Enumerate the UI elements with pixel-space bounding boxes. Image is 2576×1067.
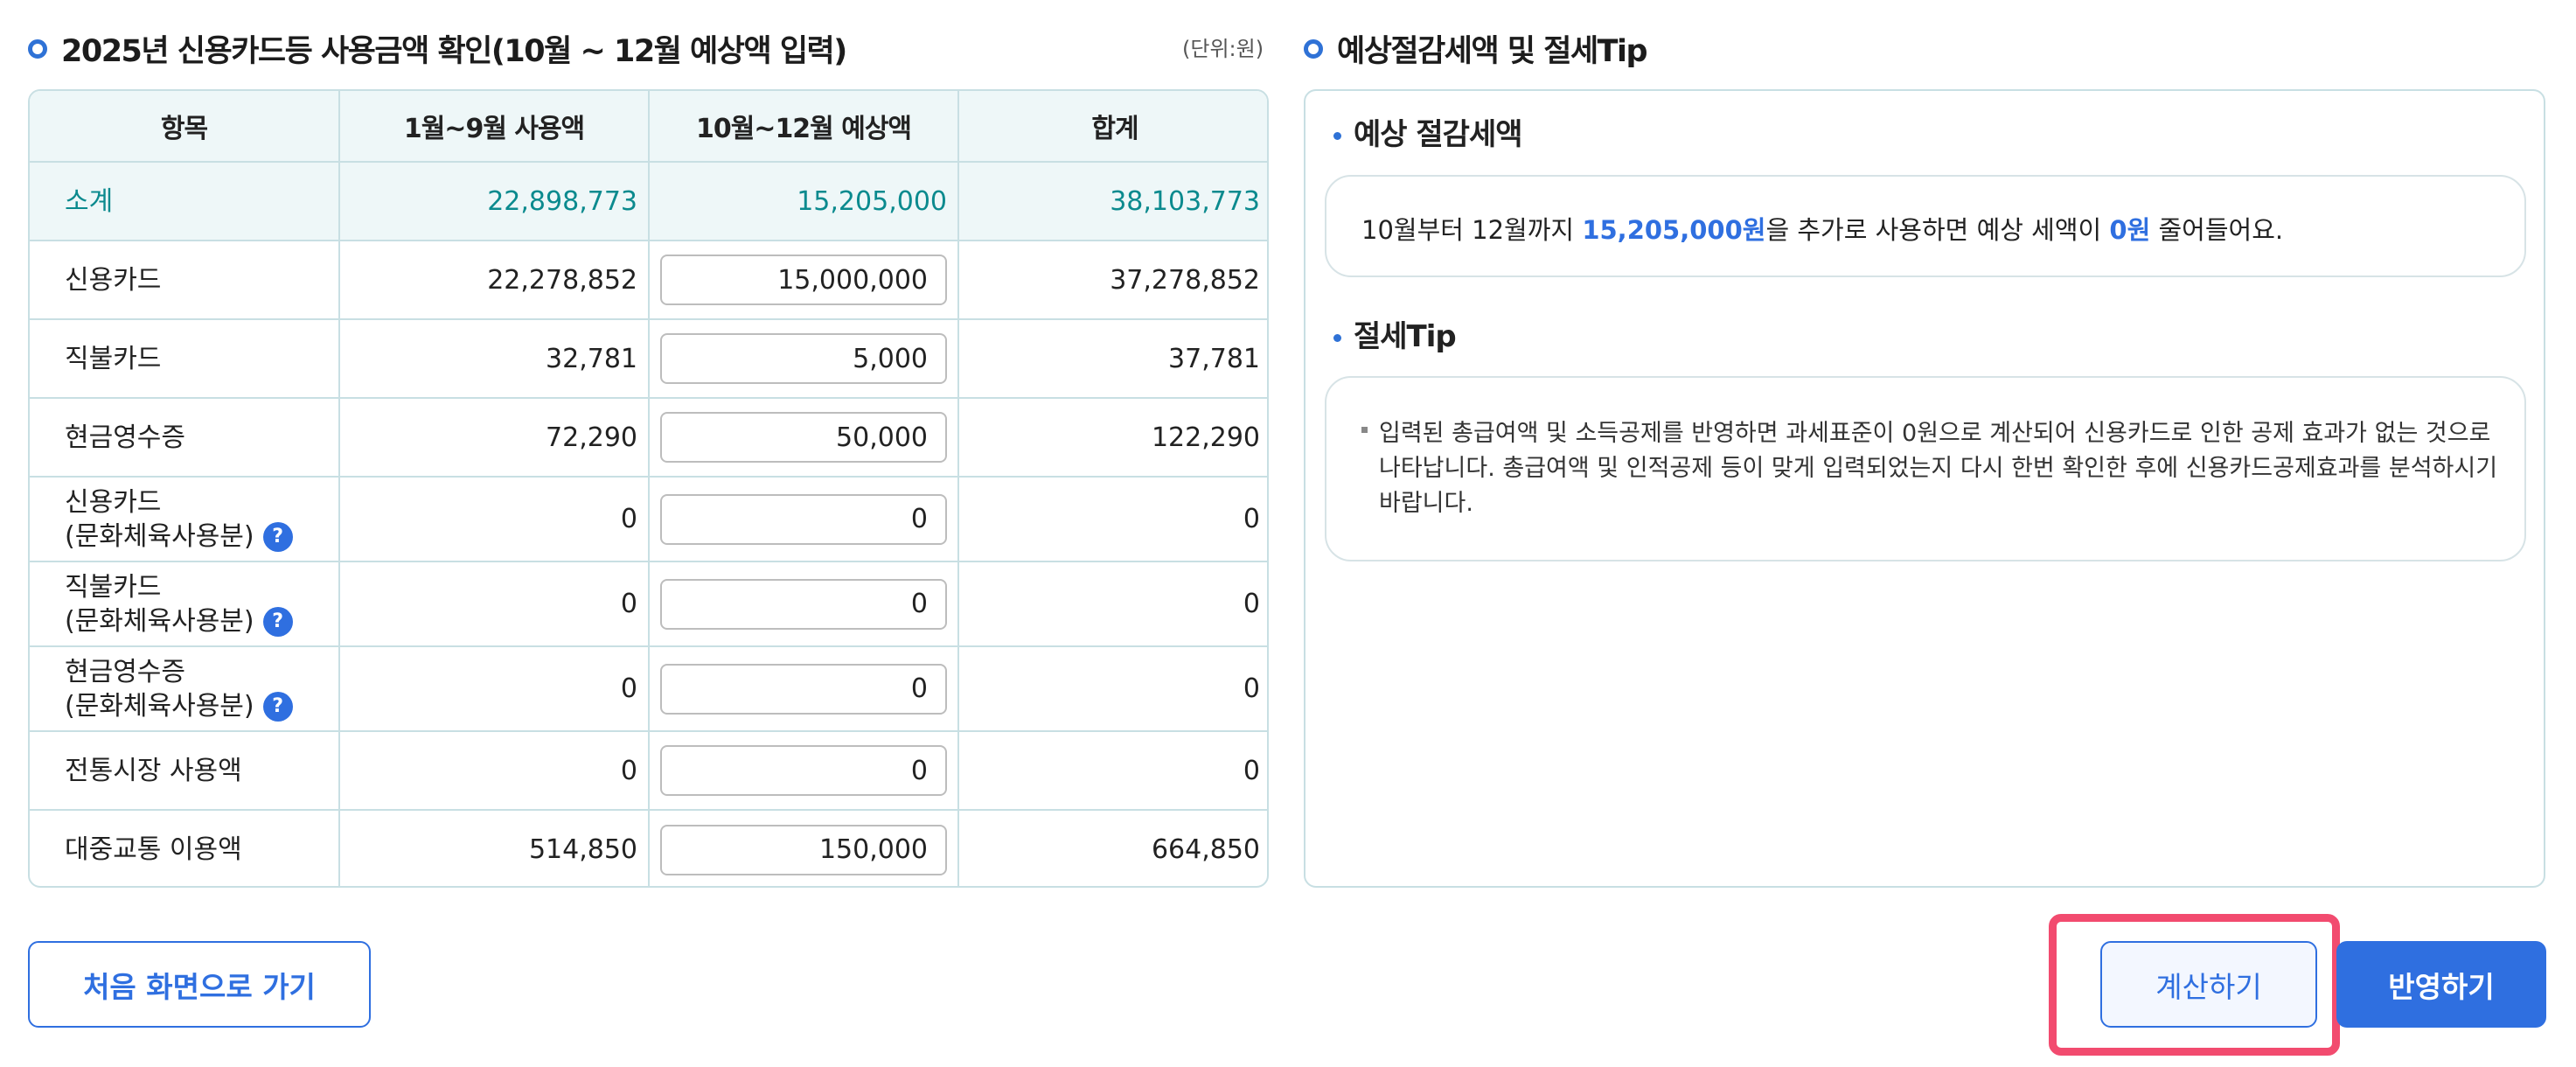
row-oct-dec-cell bbox=[649, 561, 959, 647]
oct-dec-input[interactable] bbox=[660, 578, 947, 630]
row-total: 664,850 bbox=[1151, 834, 1260, 865]
tip-subtitle: 절세Tip bbox=[1333, 312, 1457, 355]
subtotal-label: 소계 bbox=[30, 162, 340, 241]
tip-message: 입력된 총급여액 및 소득공제를 반영하면 과세표준이 0원으로 계산되어 신용… bbox=[1379, 420, 2498, 517]
apply-button[interactable]: 반영하기 bbox=[2336, 941, 2546, 1028]
usage-table-container: 항목 1월~9월 사용액 10월~12월 예상액 합계 소계 22,898,77… bbox=[28, 89, 1269, 888]
row-label: 직불카드 bbox=[30, 319, 340, 399]
table-row: 신용카드 (문화체육사용분)? 0 0 bbox=[30, 477, 1267, 562]
header-oct-dec: 10월~12월 예상액 bbox=[649, 91, 959, 163]
usage-section-title: 2025년 신용카드등 사용금액 확인(10월 ~ 12월 예상액 입력) bbox=[28, 26, 847, 71]
row-jan-sep: 0 bbox=[339, 731, 650, 811]
highlight-frame bbox=[2049, 914, 2340, 1056]
header-total: 합계 bbox=[958, 91, 1267, 163]
table-row: 전통시장 사용액 0 0 bbox=[30, 731, 1267, 811]
bullet-dot-icon bbox=[1333, 132, 1341, 140]
go-home-button[interactable]: 처음 화면으로 가기 bbox=[28, 941, 371, 1028]
help-icon[interactable]: ? bbox=[262, 607, 293, 637]
row-label: 현금영수증 (문화체육사용분)? bbox=[30, 646, 340, 732]
subtotal-row: 소계 22,898,773 15,205,000 38,103,773 bbox=[30, 162, 1267, 241]
help-icon[interactable]: ? bbox=[262, 692, 293, 722]
section-ring-icon bbox=[28, 38, 47, 59]
row-oct-dec-cell bbox=[649, 810, 959, 886]
row-oct-dec-cell bbox=[649, 319, 959, 399]
table-row: 대중교통 이용액 514,850 664,850 bbox=[30, 810, 1267, 886]
row-jan-sep: 32,781 bbox=[339, 319, 650, 399]
table-row: 현금영수증 72,290 122,290 bbox=[30, 398, 1267, 478]
row-jan-sep: 0 bbox=[339, 646, 650, 732]
row-oct-dec-cell bbox=[649, 477, 959, 562]
oct-dec-input[interactable] bbox=[660, 493, 947, 545]
savings-section-title-text: 예상절감세액 및 절세Tip bbox=[1337, 34, 1648, 69]
usage-table: 항목 1월~9월 사용액 10월~12월 예상액 합계 소계 22,898,77… bbox=[30, 91, 1267, 886]
row-total: 37,278,852 bbox=[958, 241, 1267, 320]
savings-message: 10월부터 12월까지 15,205,000원을 추가로 사용하면 예상 세액이… bbox=[1361, 215, 2284, 245]
row-label: 대중교통 이용액 bbox=[30, 810, 340, 886]
row-jan-sep: 72,290 bbox=[339, 398, 650, 478]
tax-amount: 0원 bbox=[2109, 215, 2151, 245]
oct-dec-input[interactable] bbox=[660, 824, 947, 875]
section-ring-icon bbox=[1304, 38, 1323, 59]
row-jan-sep: 514,850 bbox=[339, 810, 650, 886]
oct-dec-input[interactable] bbox=[660, 663, 947, 715]
table-header-row: 항목 1월~9월 사용액 10월~12월 예상액 합계 bbox=[30, 91, 1267, 163]
header-item: 항목 bbox=[30, 91, 340, 163]
row-label: 신용카드 bbox=[30, 241, 340, 320]
table-row: 직불카드 32,781 37,781 bbox=[30, 319, 1267, 399]
savings-panel: 예상 절감세액 10월부터 12월까지 15,205,000원을 추가로 사용하… bbox=[1304, 89, 2545, 888]
savings-subtitle: 예상 절감세액 bbox=[1333, 110, 1523, 153]
row-label: 직불카드 (문화체육사용분)? bbox=[30, 561, 340, 647]
row-oct-dec-cell bbox=[649, 646, 959, 732]
savings-box: 10월부터 12월까지 15,205,000원을 추가로 사용하면 예상 세액이… bbox=[1325, 175, 2526, 277]
subtotal-total: 38,103,773 bbox=[958, 162, 1267, 241]
row-label: 신용카드 (문화체육사용분)? bbox=[30, 477, 340, 562]
row-total: 122,290 bbox=[958, 398, 1267, 478]
square-bullet-icon bbox=[1361, 427, 1368, 433]
row-label: 현금영수증 bbox=[30, 398, 340, 478]
row-oct-dec-cell bbox=[649, 731, 959, 811]
row-total: 37,781 bbox=[958, 319, 1267, 399]
savings-section-title: 예상절감세액 및 절세Tip bbox=[1304, 26, 1648, 71]
table-row: 직불카드 (문화체육사용분)? 0 0 bbox=[30, 561, 1267, 647]
row-total: 0 bbox=[958, 731, 1267, 811]
oct-dec-input[interactable] bbox=[660, 333, 947, 384]
bullet-dot-icon bbox=[1333, 334, 1341, 342]
row-oct-dec-cell bbox=[649, 398, 959, 478]
row-oct-dec-cell bbox=[649, 241, 959, 320]
row-jan-sep: 22,278,852 bbox=[339, 241, 650, 320]
subtotal-oct-dec: 15,205,000 bbox=[649, 162, 959, 241]
usage-section-title-text: 2025년 신용카드등 사용금액 확인(10월 ~ 12월 예상액 입력) bbox=[61, 34, 847, 69]
row-total: 0 bbox=[958, 477, 1267, 562]
oct-dec-input[interactable] bbox=[660, 255, 947, 305]
table-row: 신용카드 22,278,852 37,278,852 bbox=[30, 241, 1267, 320]
row-jan-sep: 0 bbox=[339, 477, 650, 562]
header-jan-sep: 1월~9월 사용액 bbox=[339, 91, 650, 163]
row-total: 0 bbox=[958, 561, 1267, 647]
subtotal-jan-sep: 22,898,773 bbox=[339, 162, 650, 241]
oct-dec-input[interactable] bbox=[660, 412, 947, 463]
calculate-button[interactable]: 계산하기 bbox=[2100, 941, 2317, 1028]
help-icon[interactable]: ? bbox=[262, 522, 293, 552]
row-label: 전통시장 사용액 bbox=[30, 731, 340, 811]
row-total: 0 bbox=[958, 646, 1267, 732]
row-jan-sep: 0 bbox=[339, 561, 650, 647]
table-row: 현금영수증 (문화체육사용분)? 0 0 bbox=[30, 646, 1267, 732]
tip-box: 입력된 총급여액 및 소득공제를 반영하면 과세표준이 0원으로 계산되어 신용… bbox=[1325, 376, 2526, 561]
savings-amount: 15,205,000원 bbox=[1582, 215, 1766, 245]
unit-label: (단위:원) bbox=[1182, 37, 1264, 61]
oct-dec-input[interactable] bbox=[660, 745, 947, 796]
